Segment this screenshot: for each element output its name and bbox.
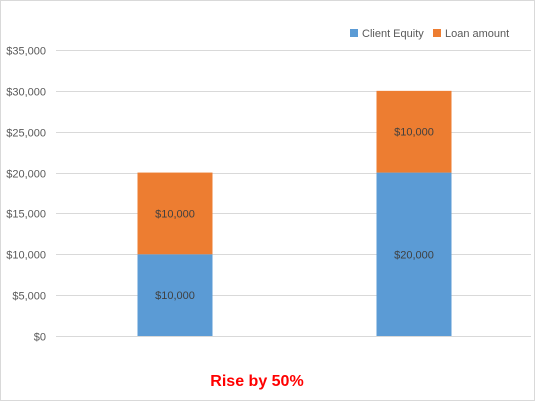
y-tick-label: $20,000 — [6, 169, 46, 181]
gridlines — [56, 50, 531, 337]
legend-label: Client Equity — [362, 28, 424, 40]
y-tick-label: $15,000 — [6, 209, 46, 221]
bar-client-equity — [376, 172, 452, 336]
y-tick-label: $25,000 — [6, 128, 46, 140]
y-tick-label: $35,000 — [6, 46, 46, 58]
y-tick-label: $0 — [34, 332, 46, 344]
bar-loan-amount — [376, 90, 452, 173]
y-axis: $0 $5,000 $10,000 $15,000 $20,000 $25,000 $30,… — [6, 46, 46, 344]
data-labels: $10,000 $20,000 $10,000 $10,000 — [155, 127, 434, 302]
bar-client-equity — [137, 254, 213, 336]
data-label: $20,000 — [394, 249, 434, 261]
y-tick-label: $30,000 — [6, 87, 46, 99]
y-tick-label: $5,000 — [12, 291, 46, 303]
legend: Client Equity Loan amount — [350, 28, 509, 40]
legend-label: Loan amount — [445, 28, 509, 40]
annotation-text: Rise by 50% — [210, 373, 303, 390]
data-label: $10,000 — [394, 127, 434, 139]
data-label: $10,000 — [155, 290, 195, 302]
legend-swatch — [433, 29, 441, 37]
bar-loan-amount — [137, 172, 213, 255]
data-label: $10,000 — [155, 208, 195, 220]
legend-swatch — [350, 29, 358, 37]
bars — [137, 90, 452, 336]
y-tick-label: $10,000 — [6, 250, 46, 262]
